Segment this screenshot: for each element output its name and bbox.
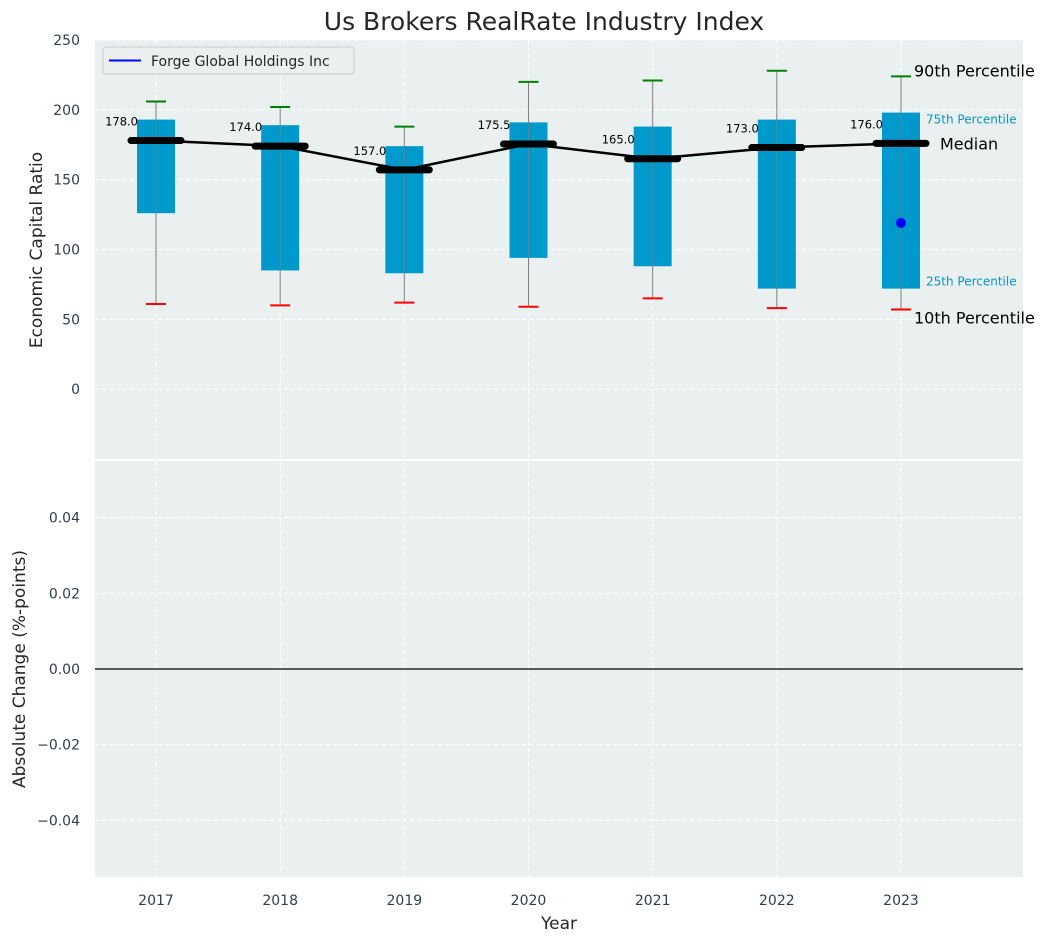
bottom-y-tick-label: 0.02 (49, 586, 80, 602)
chart-title: Us Brokers RealRate Industry Index (324, 7, 764, 36)
top-y-tick-label: 150 (53, 173, 80, 189)
x-tick-label: 2018 (262, 893, 298, 909)
annotation-p90: 90th Percentile (914, 61, 1035, 80)
bottom-y-tick-label: 0.04 (49, 511, 80, 527)
top-y-axis-label: Economic Capital Ratio (27, 152, 47, 348)
median-label-2021: 165.0 (602, 133, 635, 147)
x-tick-label: 2020 (511, 893, 547, 909)
median-label-2023: 176.0 (850, 117, 883, 131)
median-label-2017: 178.0 (105, 115, 138, 129)
x-tick-label: 2017 (138, 893, 174, 909)
company-point-2023 (896, 217, 906, 228)
annotation-median: Median (940, 134, 998, 153)
median-label-2020: 175.5 (478, 118, 511, 132)
x-tick-label: 2022 (759, 893, 795, 909)
median-label-2019: 157.0 (353, 144, 386, 158)
median-label-2018: 174.0 (229, 120, 262, 134)
x-tick-label: 2023 (883, 893, 919, 909)
annotation-p75: 75th Percentile (926, 113, 1017, 127)
annotation-p25: 25th Percentile (926, 275, 1017, 289)
top-panel: 0 50 100 150 200 250 178.0 174.0 157.0 175.5 165.0… (53, 33, 1035, 459)
bottom-y-tick-label: −0.04 (37, 813, 80, 829)
bottom-panel: −0.04 −0.02 0.00 0.02 0.04 (37, 461, 1023, 877)
median-label-2022: 173.0 (726, 122, 759, 136)
legend-box (102, 46, 355, 75)
top-y-tick-label: 100 (53, 243, 80, 259)
annotation-p10: 10th Percentile (914, 309, 1035, 328)
x-axis-label: Year (540, 914, 577, 934)
top-y-tick-label: 250 (53, 33, 80, 49)
legend: Forge Global Holdings Inc (102, 46, 355, 75)
bottom-y-tick-label: −0.02 (37, 738, 80, 754)
x-tick-label: 2021 (635, 893, 671, 909)
bottom-y-tick-label: 0.00 (49, 662, 80, 678)
top-y-tick-label: 200 (53, 103, 80, 119)
top-y-tick-label: 0 (71, 382, 80, 398)
legend-label: Forge Global Holdings Inc (151, 54, 330, 70)
bottom-y-axis-label: Absolute Change (%-points) (10, 550, 30, 788)
x-tick-label: 2019 (387, 893, 423, 909)
top-y-tick-label: 50 (62, 312, 80, 328)
